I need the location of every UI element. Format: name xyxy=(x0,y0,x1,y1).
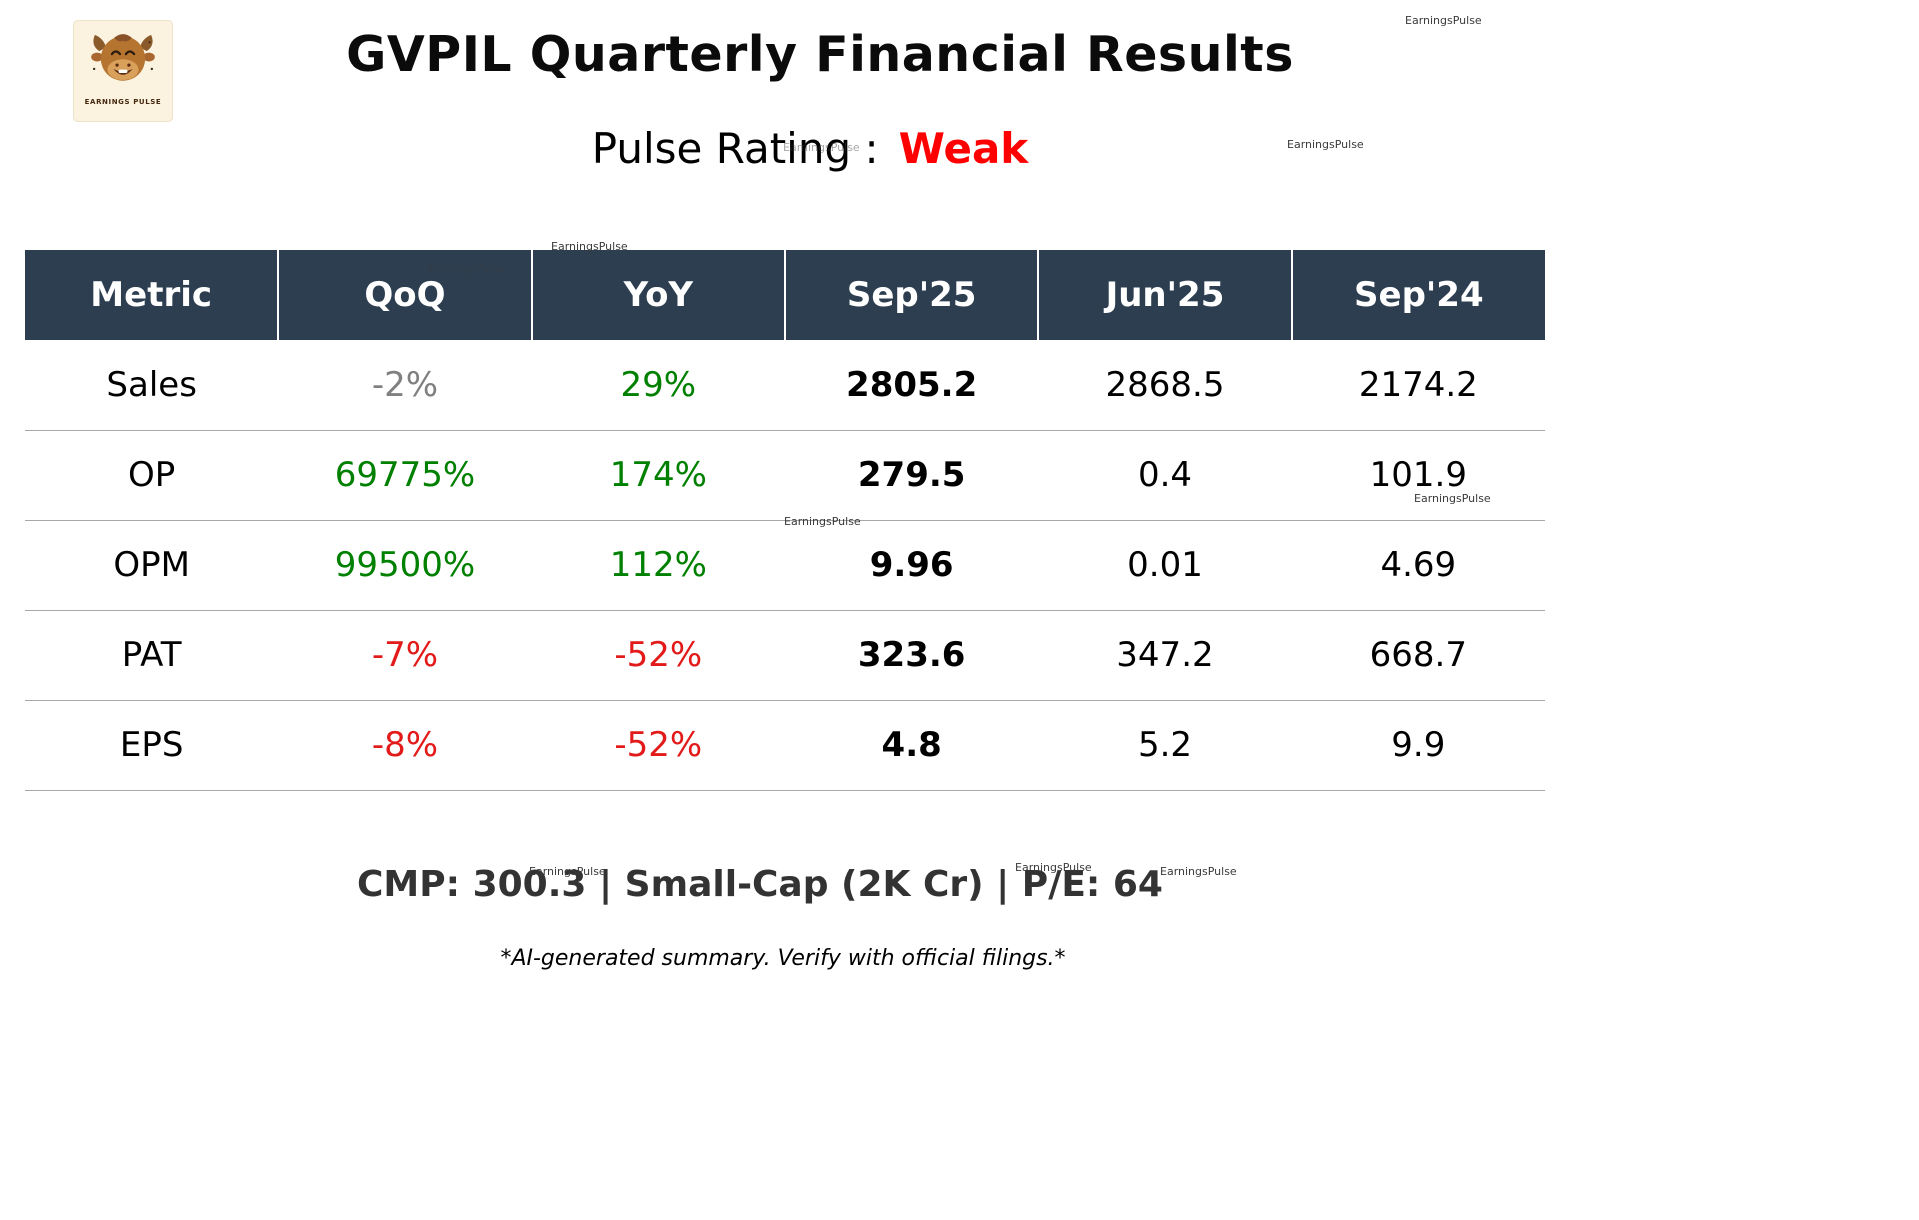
pulse-rating-value: Weak xyxy=(898,124,1029,173)
cmp-summary: CMP: 300.3 | Small-Cap (2K Cr) | P/E: 64 xyxy=(357,864,1163,905)
value-cell: -8% xyxy=(278,700,532,791)
watermark: EarningsPulse xyxy=(1287,138,1364,151)
column-header-yoy: YoY xyxy=(531,250,786,340)
value-cell: 69775% xyxy=(278,430,532,521)
results-table: Metric QoQ YoY Sep'25 Jun'25 Sep'24 Sales -2% 2… xyxy=(25,250,1545,791)
watermark: EarningsPulse xyxy=(783,141,860,154)
value-cell: -52% xyxy=(531,700,785,791)
value-cell: -52% xyxy=(531,610,785,701)
value-cell: 2805.2 xyxy=(784,340,1039,431)
watermark: EarningsPulse xyxy=(529,865,606,878)
watermark: EarningsPulse xyxy=(1405,14,1482,27)
logo-brand-text: EARNINGS PULSE xyxy=(84,98,162,106)
value-cell: 0.01 xyxy=(1038,520,1292,611)
value-cell: 101.9 xyxy=(1291,430,1545,521)
column-header-metric: Metric xyxy=(25,250,280,340)
metric-cell: OPM xyxy=(25,520,279,611)
table-row: OPM 99500% 112% 9.96 0.01 4.69 xyxy=(25,520,1545,611)
value-cell: 174% xyxy=(531,430,785,521)
metric-cell: PAT xyxy=(25,610,279,701)
watermark: EarningsPulse xyxy=(1015,861,1092,874)
metric-cell: OP xyxy=(25,430,279,521)
watermark: EarningsPulse xyxy=(551,240,628,253)
value-cell: 2174.2 xyxy=(1291,340,1545,431)
column-header-sep24: Sep'24 xyxy=(1291,250,1545,340)
value-cell: 9.96 xyxy=(784,520,1039,611)
table-row: PAT -7% -52% 323.6 347.2 668.7 xyxy=(25,610,1545,701)
value-cell: -7% xyxy=(278,610,532,701)
value-cell: 112% xyxy=(531,520,785,611)
page-title: GVPIL Quarterly Financial Results xyxy=(346,26,1294,83)
value-cell: 4.8 xyxy=(784,700,1039,791)
value-cell: 668.7 xyxy=(1291,610,1545,701)
table-header-row: Metric QoQ YoY Sep'25 Jun'25 Sep'24 xyxy=(25,250,1545,340)
table-row: Sales -2% 29% 2805.2 2868.5 2174.2 xyxy=(25,340,1545,431)
table-row: EPS -8% -52% 4.8 5.2 9.9 xyxy=(25,700,1545,791)
watermark: EarningsPulse xyxy=(1160,865,1237,878)
pulse-rating-line: Pulse Rating : Weak xyxy=(0,124,1620,173)
value-cell: 5.2 xyxy=(1038,700,1292,791)
watermark: EarningsPulse xyxy=(1414,492,1491,505)
value-cell: 347.2 xyxy=(1038,610,1292,701)
watermark: EarningsPulse xyxy=(428,262,505,275)
pulse-rating-label: Pulse Rating : xyxy=(591,124,879,173)
value-cell: 2868.5 xyxy=(1038,340,1292,431)
table-body: Sales -2% 29% 2805.2 2868.5 2174.2 OP 69775% 174… xyxy=(25,340,1545,791)
value-cell: 0.4 xyxy=(1038,430,1292,521)
value-cell: 99500% xyxy=(278,520,532,611)
metric-cell: EPS xyxy=(25,700,279,791)
earnings-pulse-logo: EARNINGS PULSE xyxy=(73,20,173,122)
value-cell: 323.6 xyxy=(784,610,1039,701)
watermark: EarningsPulse xyxy=(784,515,861,528)
column-header-sep25: Sep'25 xyxy=(784,250,1040,340)
value-cell: 9.9 xyxy=(1291,700,1545,791)
table-row: OP 69775% 174% 279.5 0.4 101.9 xyxy=(25,430,1545,521)
bull-logo-icon xyxy=(91,34,155,81)
value-cell: 29% xyxy=(531,340,785,431)
metric-cell: Sales xyxy=(25,340,279,431)
value-cell: -2% xyxy=(278,340,532,431)
value-cell: 279.5 xyxy=(784,430,1039,521)
column-header-qoq: QoQ xyxy=(278,250,533,340)
value-cell: 4.69 xyxy=(1291,520,1545,611)
ai-disclaimer: *AI-generated summary. Verify with offic… xyxy=(500,946,1066,971)
column-header-jun25: Jun'25 xyxy=(1038,250,1293,340)
